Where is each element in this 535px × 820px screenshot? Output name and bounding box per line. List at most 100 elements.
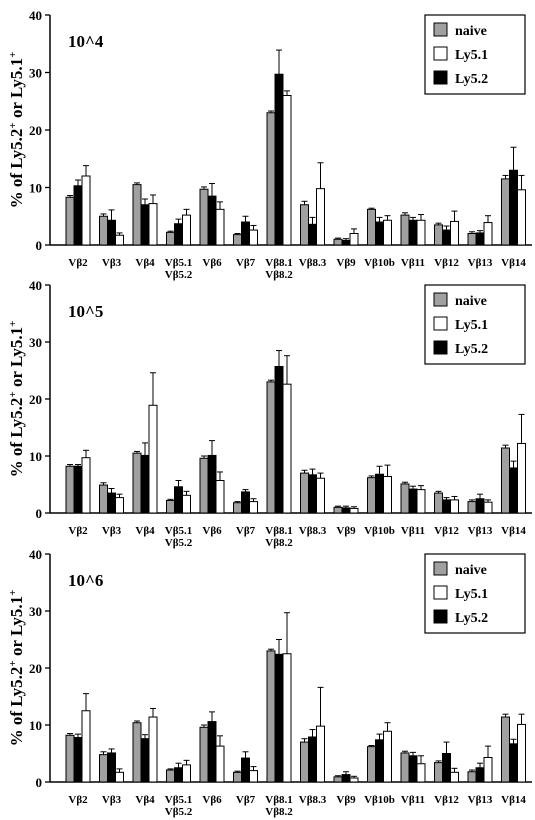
- bar-ly5-2: [241, 491, 250, 514]
- x-tick-label: Vβ2: [68, 257, 88, 269]
- bar-ly5-2: [442, 499, 451, 514]
- bar-naive: [132, 722, 142, 783]
- bar-naive: [467, 771, 477, 783]
- bar-ly5-1: [282, 653, 292, 783]
- x-tick-label-line: Vβ8.2: [265, 806, 293, 818]
- bar-ly5-1: [517, 189, 526, 246]
- legend: naive Ly5.1 Ly5.2: [424, 284, 526, 365]
- x-tick-label: Vβ7: [236, 257, 256, 269]
- x-tick-label: Vβ11: [401, 794, 425, 806]
- bar-ly5-1: [115, 497, 124, 514]
- legend: naive Ly5.1 Ly5.2: [424, 553, 526, 634]
- y-tick-label: 30: [29, 335, 42, 350]
- panel-title: 10^6: [68, 571, 103, 590]
- bar-naive: [99, 215, 108, 246]
- bar-ly5-1: [148, 716, 158, 783]
- legend-swatch-ly5-1: [433, 46, 448, 61]
- bar-ly5-2: [107, 219, 116, 246]
- x-tick-label-line: Vβ9: [336, 794, 356, 806]
- bar-ly5-1: [81, 710, 91, 783]
- bar-ly5-2: [107, 752, 116, 783]
- x-tick-label-line: Vβ13: [468, 525, 493, 537]
- bar-ly5-2: [274, 73, 284, 246]
- x-tick-label-line: Vβ14: [501, 525, 526, 537]
- x-tick-label: Vβ8.1 Vβ8.2: [265, 794, 293, 818]
- y-axis-title-part: % of Ly5.2: [7, 667, 26, 747]
- bar-naive: [166, 769, 175, 783]
- x-tick-label-line: Vβ8.1: [265, 794, 293, 806]
- x-tick-label-line: Vβ9: [336, 257, 356, 269]
- y-axis-title-superscript: +: [7, 122, 19, 128]
- bar-naive: [367, 477, 376, 514]
- bar-naive: [233, 234, 242, 246]
- x-tick-label-line: Vβ5.1: [165, 257, 193, 269]
- x-tick-label: Vβ14: [501, 257, 526, 269]
- y-axis-title-superscript: +: [7, 391, 19, 397]
- bar-ly5-1: [517, 442, 526, 514]
- bar-naive: [166, 499, 175, 514]
- bar-naive: [467, 501, 477, 514]
- bar-ly5-1: [416, 763, 426, 783]
- bar-ly5-2: [475, 232, 485, 246]
- x-tick-label-line: Vβ7: [236, 525, 256, 537]
- x-tick-label-line: Vβ5.2: [165, 269, 193, 281]
- x-tick-label-line: Vβ11: [401, 794, 425, 806]
- x-tick-label-line: Vβ2: [68, 525, 88, 537]
- x-tick-label-line: Vβ6: [202, 257, 222, 269]
- bar-ly5-1: [383, 476, 392, 514]
- x-tick-label-line: Vβ4: [135, 525, 155, 537]
- bar-naive: [266, 381, 276, 514]
- x-tick-label: Vβ9: [336, 525, 356, 537]
- bar-ly5-2: [274, 653, 284, 783]
- bar-ly5-1: [316, 725, 325, 783]
- bar-naive: [501, 178, 510, 246]
- bar-naive: [199, 726, 209, 783]
- bar-naive: [434, 762, 443, 783]
- x-tick-label-line: Vβ6: [202, 525, 222, 537]
- bar-ly5-1: [383, 730, 392, 783]
- legend-label: naive: [455, 294, 487, 309]
- bar-ly5-2: [73, 737, 83, 783]
- bar-naive: [333, 776, 343, 783]
- legend-label: Ly5.1: [455, 48, 488, 63]
- bar-naive: [132, 184, 142, 246]
- x-tick-label: Vβ3: [102, 257, 122, 269]
- bar-ly5-2: [207, 721, 217, 783]
- x-tick-label-line: Vβ12: [434, 794, 459, 806]
- bar-naive: [367, 208, 376, 246]
- bar-naive: [166, 231, 175, 246]
- legend-label: Ly5.1: [455, 587, 488, 602]
- legend-swatch-ly5-2: [433, 70, 448, 85]
- x-tick-label: Vβ7: [236, 794, 256, 806]
- x-tick-label-line: Vβ8.3: [299, 794, 327, 806]
- x-tick-label-line: Vβ3: [102, 525, 122, 537]
- bar-ly5-1: [249, 229, 258, 246]
- legend-label: Ly5.1: [455, 318, 488, 333]
- legend-swatch-naive: [433, 22, 448, 37]
- y-axis-title-part: or Ly5.1: [7, 327, 26, 391]
- bar-ly5-1: [215, 480, 225, 514]
- bar-ly5-1: [215, 208, 225, 246]
- bar-ly5-2: [207, 195, 217, 246]
- x-tick-label-line: Vβ8.2: [265, 269, 293, 281]
- y-tick-label: 0: [36, 506, 43, 521]
- x-tick-label: Vβ8.1 Vβ8.2: [265, 257, 293, 281]
- y-tick-label: 10: [29, 449, 42, 464]
- legend-swatch-naive: [433, 561, 448, 576]
- bar-ly5-1: [115, 234, 124, 246]
- bar-ly5-1: [81, 457, 91, 514]
- x-tick-label: Vβ5.1 Vβ5.2: [165, 794, 193, 818]
- x-tick-label-line: Vβ13: [468, 257, 493, 269]
- bar-ly5-1: [349, 233, 359, 246]
- y-tick-label: 10: [29, 181, 42, 196]
- x-tick-label: Vβ12: [434, 525, 459, 537]
- bar-naive: [300, 472, 309, 514]
- bar-ly5-2: [174, 223, 183, 246]
- x-tick-label-line: Vβ5.2: [165, 537, 193, 549]
- x-tick-label-line: Vβ7: [236, 794, 256, 806]
- legend-label: Ly5.2: [455, 72, 488, 87]
- bar-ly5-2: [241, 221, 250, 246]
- y-tick-label: 20: [29, 123, 42, 138]
- legend-swatch-ly5-1: [433, 316, 448, 331]
